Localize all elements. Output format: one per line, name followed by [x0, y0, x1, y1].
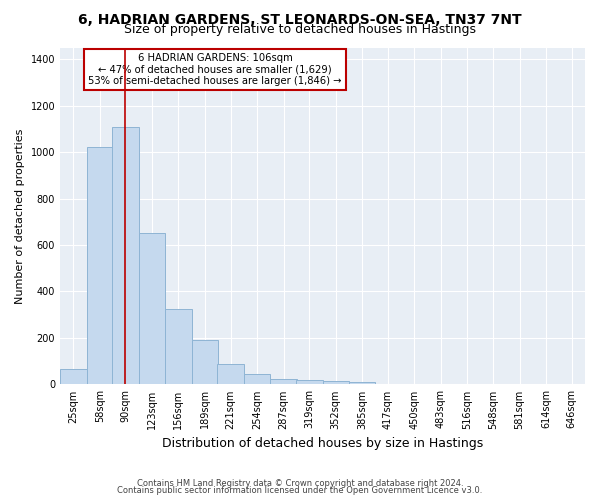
Bar [349, 382, 376, 384]
Bar [112, 126, 139, 384]
Bar [244, 374, 271, 384]
Bar [60, 370, 86, 384]
Bar [271, 378, 297, 384]
Text: 6 HADRIAN GARDENS: 106sqm
← 47% of detached houses are smaller (1,629)
53% of se: 6 HADRIAN GARDENS: 106sqm ← 47% of detac… [88, 52, 341, 86]
Bar [217, 364, 244, 384]
Text: Contains public sector information licensed under the Open Government Licence v3: Contains public sector information licen… [118, 486, 482, 495]
Bar [165, 309, 191, 384]
X-axis label: Distribution of detached houses by size in Hastings: Distribution of detached houses by size … [162, 437, 483, 450]
Bar [191, 340, 218, 384]
Bar [86, 148, 113, 384]
Bar [296, 380, 323, 384]
Bar [323, 381, 349, 384]
Bar [139, 234, 165, 384]
Text: 6, HADRIAN GARDENS, ST LEONARDS-ON-SEA, TN37 7NT: 6, HADRIAN GARDENS, ST LEONARDS-ON-SEA, … [78, 12, 522, 26]
Text: Size of property relative to detached houses in Hastings: Size of property relative to detached ho… [124, 22, 476, 36]
Text: Contains HM Land Registry data © Crown copyright and database right 2024.: Contains HM Land Registry data © Crown c… [137, 478, 463, 488]
Y-axis label: Number of detached properties: Number of detached properties [15, 128, 25, 304]
